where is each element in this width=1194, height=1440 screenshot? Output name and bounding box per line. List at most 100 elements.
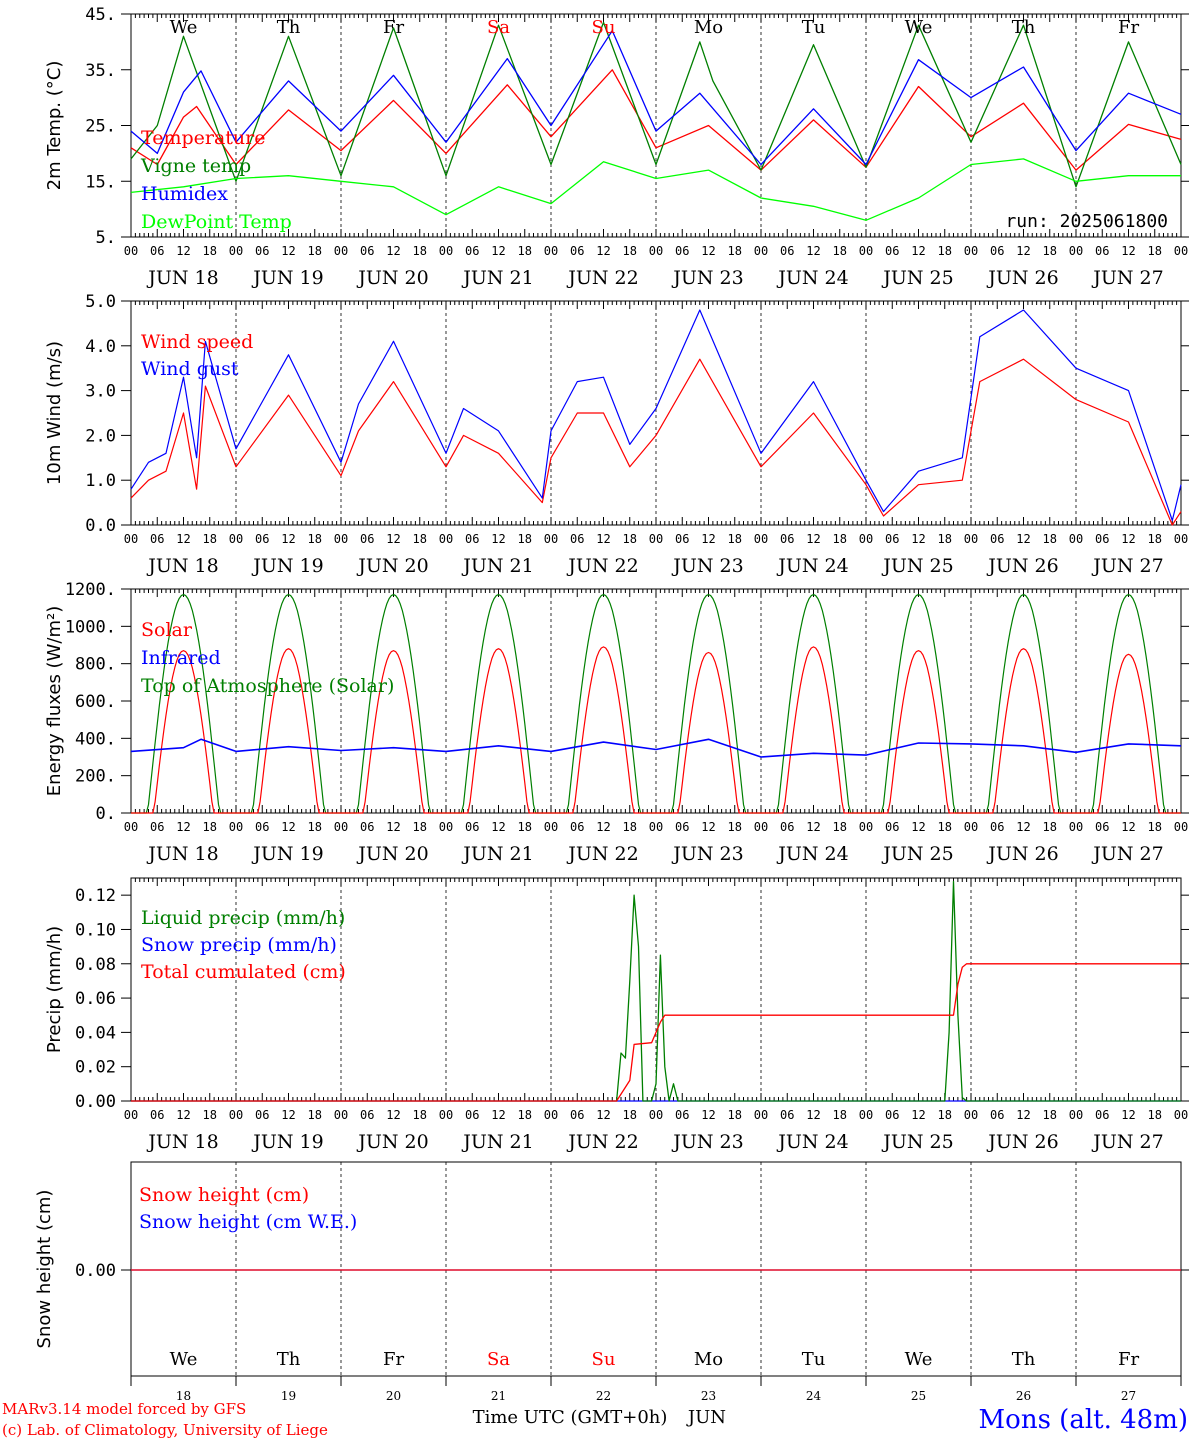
hour-tick-label: 12: [491, 532, 505, 546]
hour-tick-label: 12: [386, 244, 400, 258]
weekday-label: Tu: [802, 17, 826, 38]
weekday-label: We: [905, 1349, 933, 1370]
legend-entry: Temperature: [141, 127, 265, 149]
hour-tick-label: 06: [885, 244, 899, 258]
panel-4: 0.00 0.02 0.04 0.06 0.08 0.10 0.12 Precip (mm/h…: [44, 877, 1189, 1153]
date-label: JUN 26: [986, 555, 1058, 577]
hour-tick-label: 06: [360, 532, 374, 546]
hour-tick-label: 06: [150, 244, 164, 258]
y-axis-title: Precip (mm/h): [44, 926, 65, 1053]
hour-tick-label: 06: [780, 532, 794, 546]
hour-tick-label: 06: [570, 1108, 584, 1122]
hour-tick-label: 18: [308, 532, 322, 546]
day-number-label: 23: [701, 1389, 716, 1403]
weekday-label: Fr: [383, 17, 404, 38]
y-tick-label: 2.0: [85, 426, 116, 446]
date-label: JUN 25: [881, 1131, 953, 1153]
hour-tick-label: 12: [911, 820, 925, 834]
hour-tick-label: 12: [806, 1108, 820, 1122]
hour-tick-label: 12: [386, 820, 400, 834]
hour-tick-label: 18: [1043, 820, 1057, 834]
y-tick-label: 5.0: [85, 292, 116, 312]
day-number-label: 20: [386, 1389, 401, 1403]
hour-tick-label: 18: [623, 532, 637, 546]
hour-tick-label: 18: [938, 244, 952, 258]
hour-tick-label: 12: [281, 1108, 295, 1122]
plot-frame: [130, 300, 1182, 526]
hour-tick-label: 00: [859, 1108, 873, 1122]
hour-tick-label: 12: [386, 1108, 400, 1122]
hour-tick-label: 18: [938, 1108, 952, 1122]
date-label: JUN 27: [1091, 1131, 1163, 1153]
hour-tick-label: 00: [1174, 1108, 1188, 1122]
y-tick-label: 600.: [75, 692, 116, 712]
day-number-label: 26: [1016, 1389, 1031, 1403]
hour-tick-label: 12: [701, 820, 715, 834]
hour-tick-label: 06: [255, 244, 269, 258]
hour-tick-label: 06: [150, 532, 164, 546]
hour-tick-label: 00: [754, 820, 768, 834]
hour-tick-label: 18: [203, 532, 217, 546]
y-tick-label: 0.: [96, 804, 116, 824]
hour-tick-label: 12: [491, 244, 505, 258]
hour-tick-label: 06: [255, 532, 269, 546]
hour-tick-label: 18: [1043, 244, 1057, 258]
series-line-vigne: [131, 880, 1181, 1102]
date-label: JUN 25: [881, 843, 953, 865]
y-tick-label: 25.: [85, 117, 116, 137]
lab-credit: (c) Lab. of Climatology, University of L…: [2, 1421, 328, 1439]
hour-tick-label: 12: [281, 820, 295, 834]
weekday-label: Mo: [694, 17, 723, 38]
hour-tick-label: 00: [124, 532, 138, 546]
hour-tick-label: 06: [1095, 532, 1109, 546]
date-label: JUN 21: [461, 555, 533, 577]
weekday-label: Th: [277, 1349, 301, 1370]
hour-tick-label: 00: [1174, 820, 1188, 834]
hour-tick-label: 06: [675, 244, 689, 258]
hour-tick-label: 00: [544, 532, 558, 546]
date-label: JUN 18: [146, 843, 218, 865]
date-label: JUN 26: [986, 843, 1058, 865]
hour-tick-label: 00: [859, 820, 873, 834]
legend-entry: Snow precip (mm/h): [141, 934, 337, 956]
hour-tick-label: 12: [491, 1108, 505, 1122]
weekday-label: We: [905, 17, 933, 38]
hour-tick-label: 18: [728, 532, 742, 546]
panel-1: 5. 15. 25. 35. 45. 2m Temp. (°C) We Th Fr Sa Su Mo T…: [44, 5, 1189, 289]
hour-tick-label: 00: [754, 532, 768, 546]
date-label: JUN 20: [356, 267, 428, 289]
hour-tick-label: 18: [623, 820, 637, 834]
hour-tick-label: 00: [334, 1108, 348, 1122]
y-tick-label: 400.: [75, 729, 116, 749]
hour-tick-label: 00: [964, 820, 978, 834]
hour-tick-label: 18: [203, 820, 217, 834]
hour-tick-label: 12: [596, 820, 610, 834]
hour-tick-label: 00: [439, 244, 453, 258]
hour-tick-label: 12: [701, 532, 715, 546]
legend-entry: Snow height (cm): [139, 1184, 309, 1206]
hour-tick-label: 00: [334, 244, 348, 258]
hour-tick-label: 18: [413, 532, 427, 546]
footer: Time UTC (GMT+0h) JUN MARv3.14 model force…: [2, 1400, 1188, 1439]
hour-tick-label: 18: [938, 532, 952, 546]
hour-tick-label: 06: [990, 532, 1004, 546]
hour-tick-label: 12: [1016, 820, 1030, 834]
series-line-humidex: [130, 30, 1182, 166]
hour-tick-label: 18: [1148, 244, 1162, 258]
date-label: JUN 25: [881, 267, 953, 289]
weekday-label: Sa: [487, 1349, 510, 1370]
weekday-label: Th: [1012, 1349, 1036, 1370]
y-tick-label: 45.: [85, 5, 116, 25]
hour-tick-label: 12: [176, 532, 190, 546]
date-label: JUN 22: [566, 555, 638, 577]
hour-tick-label: 12: [701, 244, 715, 258]
day-number-label: 24: [806, 1389, 822, 1403]
y-tick-label: 0.04: [75, 1023, 116, 1043]
hour-tick-label: 06: [885, 1108, 899, 1122]
date-label: JUN 22: [566, 267, 638, 289]
weekday-label: Tu: [802, 1349, 826, 1370]
hour-tick-label: 12: [596, 1108, 610, 1122]
date-label: JUN 18: [146, 555, 218, 577]
hour-tick-label: 00: [439, 1108, 453, 1122]
hour-tick-label: 18: [203, 244, 217, 258]
